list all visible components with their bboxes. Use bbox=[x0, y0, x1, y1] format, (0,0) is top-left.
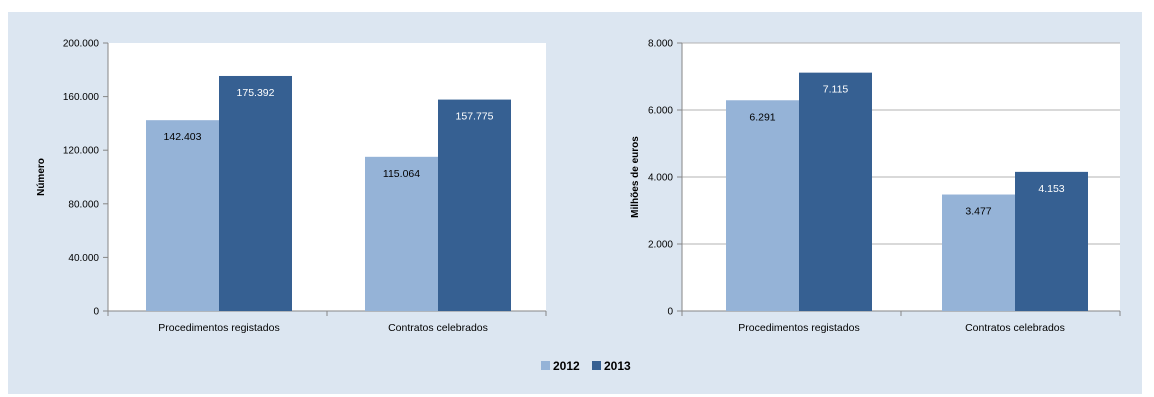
bar-2012 bbox=[146, 120, 219, 311]
data-label: 115.064 bbox=[383, 168, 420, 180]
bar-2012 bbox=[726, 100, 799, 312]
data-label: 157.775 bbox=[456, 111, 494, 123]
bar-2012 bbox=[942, 194, 1015, 311]
chart-2: 0 2.000 4.000 6.000 8.000 6.291 7.115 Procedime… bbox=[630, 39, 1121, 334]
y-tick-label: 40.000 bbox=[68, 253, 99, 264]
chart-panel: 0 40.000 80.000 120.000 160.000 200.000 142.40… bbox=[8, 12, 1142, 394]
data-label: 6.291 bbox=[749, 111, 775, 123]
y-tick-label: 2.000 bbox=[648, 240, 673, 251]
data-label: 175.392 bbox=[237, 87, 275, 99]
data-label: 142.403 bbox=[164, 131, 202, 143]
category-label: Contratos celebrados bbox=[388, 322, 488, 334]
y-axis-title: Número bbox=[36, 158, 47, 196]
data-label: 7.115 bbox=[823, 84, 849, 96]
y-tick-label: 0 bbox=[667, 307, 673, 318]
category-label: Procedimentos registados bbox=[738, 322, 859, 334]
y-tick-label: 120.000 bbox=[63, 146, 100, 157]
data-label: 4.153 bbox=[1038, 183, 1064, 195]
bar-2012 bbox=[365, 156, 438, 311]
bar-2013 bbox=[219, 75, 292, 311]
y-tick-label: 8.000 bbox=[648, 39, 673, 50]
chart-1: 0 40.000 80.000 120.000 160.000 200.000 142.40… bbox=[36, 39, 547, 334]
bar-2013 bbox=[1015, 171, 1088, 311]
y-tick-label: 4.000 bbox=[648, 173, 673, 184]
bar-2013 bbox=[799, 72, 872, 312]
legend-swatch bbox=[592, 361, 601, 370]
y-tick-label: 6.000 bbox=[648, 106, 673, 117]
category-label: Contratos celebrados bbox=[965, 322, 1065, 334]
chart-canvas: 0 40.000 80.000 120.000 160.000 200.000 142.40… bbox=[36, 39, 1121, 373]
legend-label: 2012 bbox=[553, 359, 580, 373]
data-label: 3.477 bbox=[965, 206, 991, 218]
legend: 2012 2013 bbox=[541, 359, 631, 373]
y-tick-label: 80.000 bbox=[68, 199, 99, 210]
y-tick-label: 0 bbox=[93, 307, 99, 318]
y-tick-label: 160.000 bbox=[63, 92, 100, 103]
y-tick-label: 200.000 bbox=[63, 39, 100, 50]
legend-swatch bbox=[541, 361, 550, 370]
y-axis-title: Milhões de euros bbox=[630, 136, 641, 218]
category-label: Procedimentos registados bbox=[158, 322, 279, 334]
bar-2013 bbox=[438, 99, 511, 311]
legend-label: 2013 bbox=[604, 359, 631, 373]
